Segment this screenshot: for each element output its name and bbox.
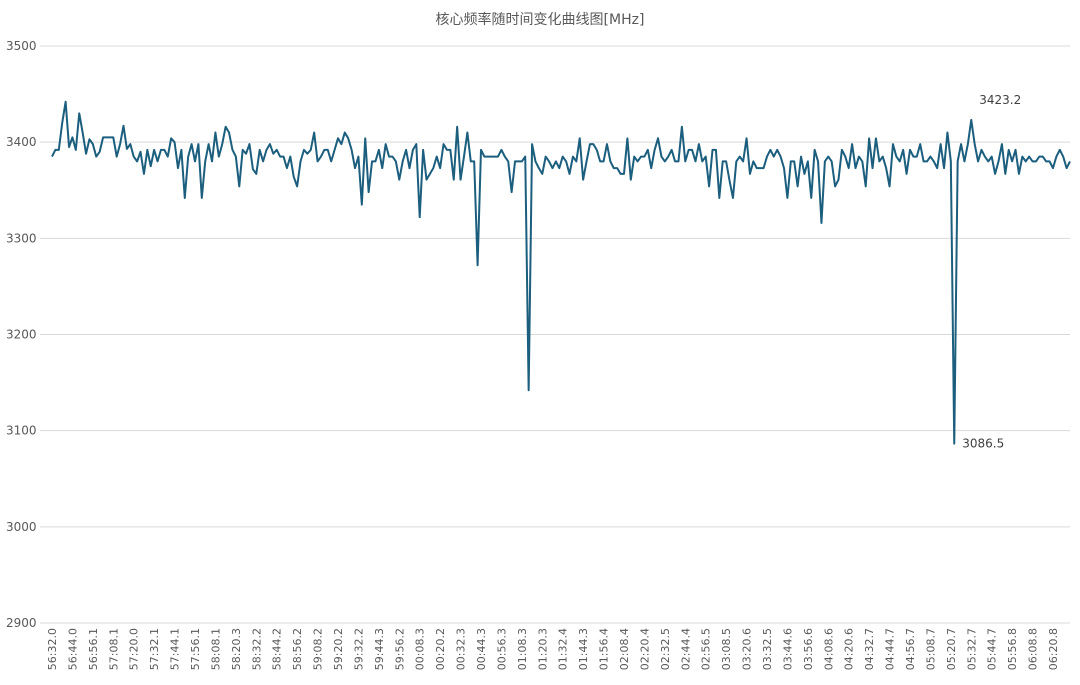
x-tick-label: 03:32.5: [761, 628, 774, 670]
x-tick-label: 04:32.7: [863, 628, 876, 670]
x-tick-label: 58:56.2: [291, 628, 304, 670]
x-tick-label: 01:32.4: [557, 628, 570, 670]
y-tick-label: 2900: [6, 616, 37, 630]
x-tick-label: 58:08.1: [209, 628, 222, 670]
x-tick-label: 57:20.0: [128, 628, 141, 670]
x-tick-label: 06:08.8: [1027, 628, 1040, 670]
x-tick-label: 04:20.6: [843, 628, 856, 670]
x-tick-label: 00:20.2: [434, 628, 447, 670]
x-tick-label: 03:56.6: [802, 628, 815, 670]
y-tick-label: 3000: [6, 520, 37, 534]
y-tick-label: 3300: [6, 231, 37, 245]
x-tick-label: 56:44.0: [66, 628, 79, 670]
x-tick-label: 03:08.5: [720, 628, 733, 670]
x-tick-label: 01:56.4: [598, 628, 611, 670]
x-tick-label: 02:56.5: [700, 628, 713, 670]
x-tick-label: 05:20.7: [945, 628, 958, 670]
x-tick-label: 56:56.1: [87, 628, 100, 670]
y-tick-label: 3400: [6, 135, 37, 149]
x-tick-label: 57:08.1: [107, 628, 120, 670]
x-tick-label: 04:44.7: [884, 628, 897, 670]
x-tick-label: 58:44.2: [271, 628, 284, 670]
x-tick-label: 58:32.2: [250, 628, 263, 670]
x-tick-label: 00:44.3: [475, 628, 488, 670]
data-label: 3086.5: [962, 437, 1004, 451]
x-tick-label: 02:44.4: [679, 628, 692, 670]
x-tick-label: 57:56.1: [189, 628, 202, 670]
y-tick-label: 3100: [6, 424, 37, 438]
x-tick-label: 02:32.5: [659, 628, 672, 670]
x-tick-label: 02:08.4: [618, 628, 631, 670]
y-tick-label: 3200: [6, 328, 37, 342]
x-tick-label: 04:08.6: [822, 628, 835, 670]
x-tick-label: 01:44.3: [577, 628, 590, 670]
data-line: [51, 100, 1071, 445]
x-tick-label: 04:56.7: [904, 628, 917, 670]
x-tick-label: 57:32.1: [148, 628, 161, 670]
x-tick-label: 56:32.0: [46, 628, 59, 670]
x-tick-label: 58:20.3: [230, 628, 243, 670]
x-tick-label: 03:44.6: [781, 628, 794, 670]
x-tick-label: 00:56.3: [495, 628, 508, 670]
x-tick-label: 01:08.3: [516, 628, 529, 670]
x-tick-label: 05:56.8: [1006, 628, 1019, 670]
x-tick-label: 01:20.3: [536, 628, 549, 670]
x-tick-label: 05:08.7: [924, 628, 937, 670]
x-tick-label: 59:08.2: [312, 628, 325, 670]
x-tick-label: 00:08.3: [414, 628, 427, 670]
data-label: 3423.2: [979, 93, 1021, 107]
x-tick-label: 05:32.7: [965, 628, 978, 670]
x-tick-label: 03:20.6: [741, 628, 754, 670]
x-tick-label: 59:20.2: [332, 628, 345, 670]
x-tick-label: 59:56.2: [393, 628, 406, 670]
x-tick-label: 02:20.4: [638, 628, 651, 670]
x-tick-label: 05:44.7: [986, 628, 999, 670]
x-tick-label: 00:32.3: [455, 628, 468, 670]
chart-title: 核心频率随时间变化曲线图[MHz]: [436, 11, 645, 28]
x-tick-label: 59:32.2: [352, 628, 365, 670]
x-tick-label: 59:44.3: [373, 628, 386, 670]
y-tick-label: 3500: [6, 39, 37, 53]
x-tick-label: 57:44.1: [169, 628, 182, 670]
x-tick-label: 06:20.8: [1047, 628, 1060, 670]
